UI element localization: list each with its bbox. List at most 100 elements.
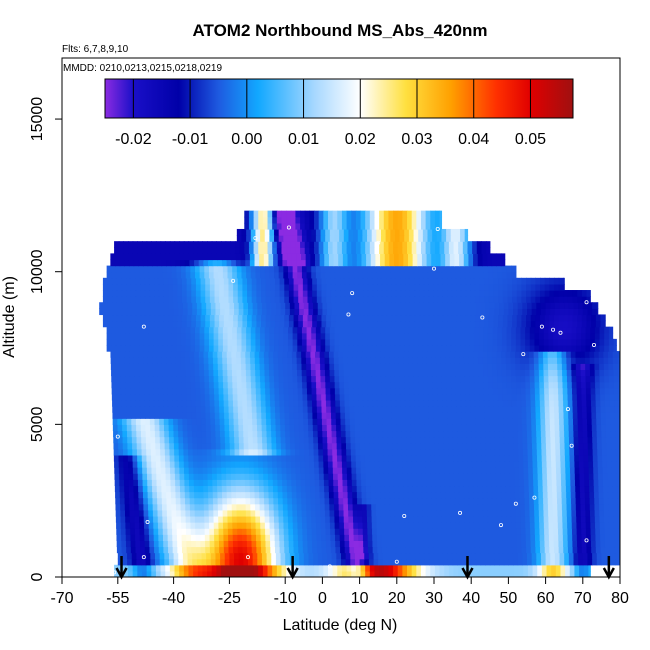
heatmap-cell xyxy=(367,296,374,303)
heatmap-cell xyxy=(314,467,320,474)
heatmap-cell xyxy=(139,381,145,389)
heatmap-cell xyxy=(136,430,142,438)
heatmap-cell xyxy=(433,406,439,413)
heatmap-cell xyxy=(395,540,401,548)
heatmap-cell xyxy=(368,418,374,425)
heatmap-cell xyxy=(168,308,175,316)
heatmap-cell xyxy=(217,509,224,517)
heatmap-cell xyxy=(365,460,371,468)
heatmap-cell xyxy=(158,546,164,554)
heatmap-cell xyxy=(521,534,527,541)
heatmap-cell xyxy=(576,369,582,377)
heatmap-cell xyxy=(465,528,471,535)
heatmap-cell xyxy=(238,418,244,425)
heatmap-cell xyxy=(329,338,336,346)
heatmap-cell xyxy=(518,448,524,456)
heatmap-cell xyxy=(554,412,560,419)
heatmap-cell xyxy=(355,436,361,444)
heatmap-cell xyxy=(189,363,196,370)
heatmap-cell xyxy=(128,485,135,493)
heatmap-cell xyxy=(212,491,218,499)
heatmap-cell xyxy=(175,479,181,487)
heatmap-cell xyxy=(127,302,133,309)
heatmap-cell xyxy=(124,357,130,364)
heatmap-cell xyxy=(506,381,512,389)
heatmap-cell xyxy=(153,375,159,383)
heatmap-cell xyxy=(168,552,175,560)
heatmap-cell xyxy=(288,540,294,548)
heatmap-cell xyxy=(199,522,206,529)
heatmap-cell xyxy=(457,558,463,566)
heatmap-cell xyxy=(539,338,545,346)
heatmap-cell xyxy=(495,564,501,572)
heatmap-cell xyxy=(607,473,613,480)
heatmap-cell xyxy=(554,552,561,560)
heatmap-cell xyxy=(424,436,431,444)
heatmap-cell xyxy=(441,509,447,517)
heatmap-cell xyxy=(161,351,167,358)
heatmap-cell xyxy=(426,351,432,358)
heatmap-cell xyxy=(572,534,578,541)
heatmap-cell xyxy=(455,534,462,541)
heatmap-cell xyxy=(419,296,425,303)
heatmap-cell xyxy=(182,418,188,425)
heatmap-cell xyxy=(220,448,226,456)
heatmap-cell xyxy=(236,326,243,334)
heatmap-cell xyxy=(168,296,174,303)
heatmap-cell xyxy=(370,467,376,474)
heatmap-cell xyxy=(373,442,380,450)
heatmap-cell xyxy=(197,454,203,462)
heatmap-cell xyxy=(572,540,578,548)
heatmap-cell xyxy=(266,558,272,566)
heatmap-cell xyxy=(608,363,614,370)
heatmap-cell xyxy=(545,308,551,316)
heatmap-cell xyxy=(171,509,177,517)
heatmap-cell xyxy=(318,570,324,577)
heatmap-cell xyxy=(294,552,300,560)
heatmap-cell xyxy=(449,485,455,493)
heatmap-cell xyxy=(331,418,337,425)
heatmap-cell xyxy=(436,375,443,383)
heatmap-cell xyxy=(367,522,373,529)
heatmap-cell xyxy=(320,338,326,346)
heatmap-cell xyxy=(216,570,222,577)
heatmap-cell xyxy=(286,460,292,468)
heatmap-cell xyxy=(524,509,531,517)
heatmap-cell xyxy=(572,399,578,407)
heatmap-cell xyxy=(216,460,222,468)
heatmap-cell xyxy=(170,351,177,358)
heatmap-cell xyxy=(372,296,378,303)
heatmap-cell xyxy=(510,357,516,364)
heatmap-cell xyxy=(153,528,159,535)
heatmap-cell xyxy=(298,406,304,413)
heatmap-cell xyxy=(257,558,263,566)
heatmap-cell xyxy=(397,448,403,456)
heatmap-cell xyxy=(135,320,141,328)
heatmap-cell xyxy=(186,296,192,303)
heatmap-cell xyxy=(516,296,523,303)
heatmap-cell xyxy=(379,467,385,474)
heatmap-cell xyxy=(280,436,286,444)
heatmap-cell xyxy=(420,442,426,450)
heatmap-cell xyxy=(608,338,615,346)
heatmap-cell xyxy=(470,320,476,328)
heatmap-cell xyxy=(528,351,535,358)
heatmap-cell xyxy=(120,509,126,517)
heatmap-cell xyxy=(568,424,574,432)
heatmap-cell xyxy=(422,338,429,346)
heatmap-cell xyxy=(278,338,284,346)
heatmap-cell xyxy=(241,326,247,334)
heatmap-cell xyxy=(241,503,247,511)
heatmap-cell xyxy=(586,314,592,322)
heatmap-cell xyxy=(112,399,118,407)
heatmap-cell xyxy=(349,412,355,419)
heatmap-cell xyxy=(170,485,176,493)
heatmap-cell xyxy=(594,363,600,370)
heatmap-cell xyxy=(169,454,175,462)
heatmap-cell xyxy=(295,564,301,572)
heatmap-cell xyxy=(563,314,569,322)
heatmap-cell xyxy=(323,454,329,462)
heatmap-cell xyxy=(271,552,277,560)
heatmap-cell xyxy=(473,375,480,383)
heatmap-cell xyxy=(426,479,432,487)
